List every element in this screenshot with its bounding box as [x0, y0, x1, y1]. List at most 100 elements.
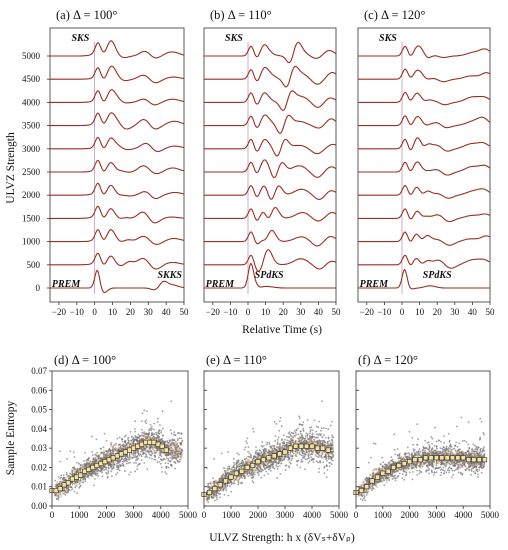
data-point — [135, 461, 137, 464]
data-point — [298, 415, 300, 418]
data-point — [249, 474, 251, 476]
data-point — [159, 424, 161, 426]
data-point — [158, 456, 160, 459]
spread-point — [140, 448, 143, 450]
data-point — [128, 473, 130, 476]
data-point — [151, 432, 154, 435]
data-point — [253, 457, 255, 460]
median-marker — [102, 459, 108, 465]
median-marker — [320, 445, 326, 451]
data-point — [177, 432, 179, 435]
phase-label-skks: SKKS — [157, 270, 182, 281]
data-point — [136, 468, 139, 471]
data-point — [145, 419, 148, 422]
data-point — [74, 486, 77, 489]
data-point — [178, 447, 181, 450]
data-point — [237, 459, 240, 462]
data-point — [252, 472, 255, 474]
data-point — [303, 457, 305, 459]
spread-point — [313, 448, 316, 451]
data-point — [59, 450, 62, 453]
data-point — [318, 467, 321, 470]
data-point — [134, 454, 137, 457]
data-point — [279, 416, 282, 419]
x-tick-label: 40 — [314, 307, 324, 317]
data-point — [286, 443, 288, 446]
spread-point — [62, 487, 64, 489]
y-tick-label: 0.03 — [31, 443, 47, 453]
data-point — [84, 480, 87, 483]
spread-point — [116, 463, 118, 466]
data-point — [127, 458, 130, 461]
data-point — [73, 456, 76, 458]
data-point — [160, 466, 163, 469]
data-point — [215, 492, 218, 495]
spread-point — [177, 453, 180, 456]
data-point — [99, 470, 102, 472]
data-point — [153, 428, 155, 431]
data-point — [290, 432, 293, 434]
data-point — [241, 481, 243, 484]
data-point — [85, 461, 88, 463]
x-tick-label: 20 — [126, 307, 136, 317]
spread-point — [88, 477, 91, 480]
data-point — [264, 464, 267, 467]
data-point — [170, 446, 173, 449]
data-point — [330, 458, 333, 461]
data-point — [170, 432, 173, 435]
data-point — [59, 460, 62, 463]
data-point — [145, 453, 148, 456]
y-tick-label: 0.02 — [31, 462, 47, 472]
median-marker — [163, 447, 169, 453]
data-point — [294, 454, 297, 457]
data-point — [159, 462, 162, 465]
data-point — [173, 444, 176, 447]
data-point — [160, 431, 162, 434]
data-point — [371, 489, 373, 492]
data-point — [305, 432, 308, 435]
data-point — [295, 434, 297, 436]
data-point — [65, 491, 68, 494]
data-point — [76, 492, 79, 495]
data-point — [393, 448, 396, 451]
data-point — [259, 465, 261, 468]
data-point — [129, 471, 132, 474]
data-point — [316, 433, 318, 436]
data-point — [110, 441, 113, 444]
x-tick-label: −10 — [70, 307, 85, 317]
data-point — [224, 472, 227, 475]
x-tick-label: 2000 — [97, 510, 116, 520]
data-point — [142, 435, 145, 437]
data-point — [298, 440, 301, 443]
data-point — [142, 453, 144, 456]
data-point — [170, 400, 173, 403]
data-point — [57, 495, 60, 498]
data-point — [162, 434, 165, 437]
data-point — [319, 450, 321, 452]
x-tick-label: −10 — [377, 307, 392, 317]
data-point — [111, 475, 113, 478]
data-point — [320, 440, 323, 442]
data-point — [181, 439, 184, 442]
median-marker — [228, 474, 234, 480]
data-point — [117, 460, 120, 463]
data-point — [266, 451, 269, 454]
data-point — [260, 462, 263, 465]
x-tick-label: 4000 — [152, 510, 171, 520]
data-point — [123, 459, 125, 461]
data-point — [228, 485, 231, 487]
data-point — [164, 440, 167, 443]
data-point — [330, 463, 333, 465]
spread-point — [58, 493, 60, 496]
spread-point — [174, 455, 177, 458]
data-point — [148, 431, 151, 434]
data-point — [130, 439, 133, 442]
median-marker — [287, 445, 293, 451]
data-point — [280, 439, 283, 442]
data-point — [251, 474, 254, 477]
data-point — [325, 476, 328, 479]
data-point — [284, 438, 286, 441]
data-point — [99, 447, 102, 450]
data-point — [150, 434, 153, 436]
data-point — [296, 460, 299, 463]
